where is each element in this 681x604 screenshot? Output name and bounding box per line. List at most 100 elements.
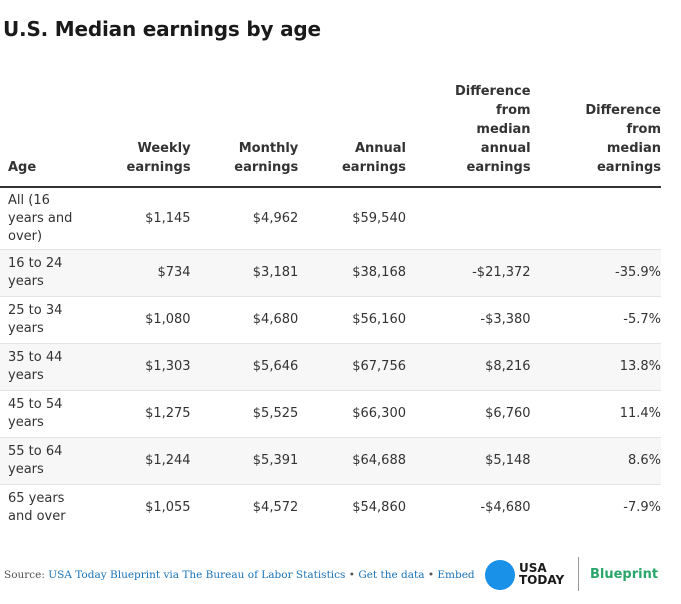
diff-pct-cell: -5.7% (530, 296, 661, 344)
age-line: All (16 (8, 192, 50, 208)
header-line: Difference (585, 103, 661, 118)
blueprint-brand: Blueprint (590, 567, 659, 582)
monthly-cell: $3,181 (190, 249, 299, 297)
header-line: median (476, 122, 531, 137)
column-header-age: Age (0, 82, 99, 188)
logo-divider (578, 557, 579, 591)
age-line: 25 to 34 (8, 303, 63, 318)
earnings-table: Age Weekly earnings Monthly earnings Ann… (0, 82, 661, 530)
column-header-diff-pct: Difference from median earnings (530, 82, 661, 188)
age-cell: 35 to 44 years (0, 343, 99, 391)
age-line: years (8, 274, 44, 289)
diff-annual-cell (406, 187, 531, 250)
separator-dot: • (427, 569, 435, 581)
source-footer: Source: USA Today Blueprint via The Bure… (4, 569, 475, 581)
diff-pct-cell: 13.8% (530, 343, 661, 391)
annual-cell: $64,688 (298, 437, 406, 485)
source-label: Source: (4, 569, 45, 581)
header-line: annual (480, 141, 531, 156)
age-line: 45 to 54 (8, 397, 63, 412)
table-row: 65 years and over $1,055 $4,572 $54,860 … (0, 485, 661, 531)
diff-pct-cell: -7.9% (623, 499, 661, 515)
annual-cell: $54,860 (352, 499, 406, 515)
diff-pct-cell (530, 187, 661, 250)
header-line: earnings (596, 160, 661, 175)
header-line: median (606, 141, 661, 156)
age-line: years (8, 368, 44, 383)
table-row: 16 to 24 years $734 $3,181 $38,168 -$21,… (0, 249, 661, 297)
annual-cell: $67,756 (298, 343, 406, 391)
weekly-cell: $1,275 (98, 390, 191, 438)
monthly-cell: $4,680 (190, 296, 299, 344)
usa-today-logo-circle-icon (485, 560, 515, 590)
age-cell: 45 to 54 years (0, 390, 99, 438)
diff-annual-cell: -$4,680 (480, 499, 531, 515)
age-line: 35 to 44 (8, 350, 63, 365)
logo-line: TODAY (519, 573, 565, 587)
monthly-cell: $5,525 (190, 390, 299, 438)
table-row: All (16 years and over) $1,145 $4,962 $5… (0, 187, 661, 250)
header-line: Annual (354, 141, 406, 156)
header-line: earnings (126, 160, 191, 175)
age-line: years (8, 415, 44, 430)
diff-annual-cell: $6,760 (406, 390, 531, 438)
table-row: 25 to 34 years $1,080 $4,680 $56,160 -$3… (0, 296, 661, 344)
weekly-cell: $1,244 (98, 437, 191, 485)
diff-annual-cell: -$21,372 (406, 249, 531, 297)
diff-pct-cell: -35.9% (530, 249, 661, 297)
embed-link[interactable]: Embed (437, 569, 475, 581)
header-line: from (496, 103, 531, 118)
weekly-cell: $734 (98, 249, 191, 297)
age-cell: 16 to 24 years (0, 249, 99, 297)
diff-annual-cell: $5,148 (406, 437, 531, 485)
monthly-cell: $4,962 (190, 187, 299, 250)
get-data-link[interactable]: Get the data (358, 569, 425, 581)
table-header-row: Age Weekly earnings Monthly earnings Ann… (0, 82, 661, 188)
monthly-cell: $5,391 (190, 437, 299, 485)
age-line: 65 years (8, 490, 65, 506)
column-header-weekly: Weekly earnings (98, 82, 191, 188)
table-row: 35 to 44 years $1,303 $5,646 $67,756 $8,… (0, 343, 661, 391)
header-line: earnings (466, 160, 531, 175)
weekly-cell: $1,055 (145, 499, 191, 515)
usa-today-logo-text: USA TODAY (519, 562, 567, 586)
age-cell: 55 to 64 years (0, 437, 99, 485)
table-row: 55 to 64 years $1,244 $5,391 $64,688 $5,… (0, 437, 661, 485)
column-header-diff-annual: Difference from median annual earnings (406, 82, 531, 188)
age-line: and over (8, 508, 66, 524)
weekly-cell: $1,303 (98, 343, 191, 391)
header-line: earnings (234, 160, 299, 175)
age-cell: 65 years and over (0, 485, 98, 531)
diff-pct-cell: 8.6% (530, 437, 661, 485)
monthly-cell: $4,572 (252, 499, 299, 515)
chart-title: U.S. Median earnings by age (3, 17, 321, 41)
source-link[interactable]: USA Today Blueprint via The Bureau of La… (48, 569, 346, 581)
age-line: 16 to 24 (8, 256, 63, 271)
age-line: 55 to 64 (8, 444, 63, 459)
header-line: earnings (341, 160, 406, 175)
header-line: from (626, 122, 661, 137)
diff-annual-cell: -$3,380 (406, 296, 531, 344)
annual-cell: $59,540 (298, 187, 406, 250)
header-line: Difference (454, 84, 531, 99)
header-line: Weekly (137, 141, 191, 156)
age-line: years and (8, 210, 73, 226)
annual-cell: $56,160 (298, 296, 406, 344)
diff-annual-cell: $8,216 (406, 343, 531, 391)
age-cell: 25 to 34 years (0, 296, 99, 344)
column-header-annual: Annual earnings (298, 82, 406, 188)
annual-cell: $38,168 (298, 249, 406, 297)
age-cell: All (16 years and over) (0, 187, 99, 250)
age-line: years (8, 321, 44, 336)
header-line: Age (8, 160, 37, 175)
table-row: 45 to 54 years $1,275 $5,525 $66,300 $6,… (0, 390, 661, 438)
logo-line: USA (519, 561, 547, 575)
age-line: years (8, 462, 44, 477)
separator-dot: • (348, 569, 355, 581)
weekly-cell: $1,145 (98, 187, 191, 250)
age-line: over) (8, 228, 43, 244)
header-line: Monthly (238, 141, 299, 156)
weekly-cell: $1,080 (98, 296, 191, 344)
annual-cell: $66,300 (298, 390, 406, 438)
monthly-cell: $5,646 (190, 343, 299, 391)
